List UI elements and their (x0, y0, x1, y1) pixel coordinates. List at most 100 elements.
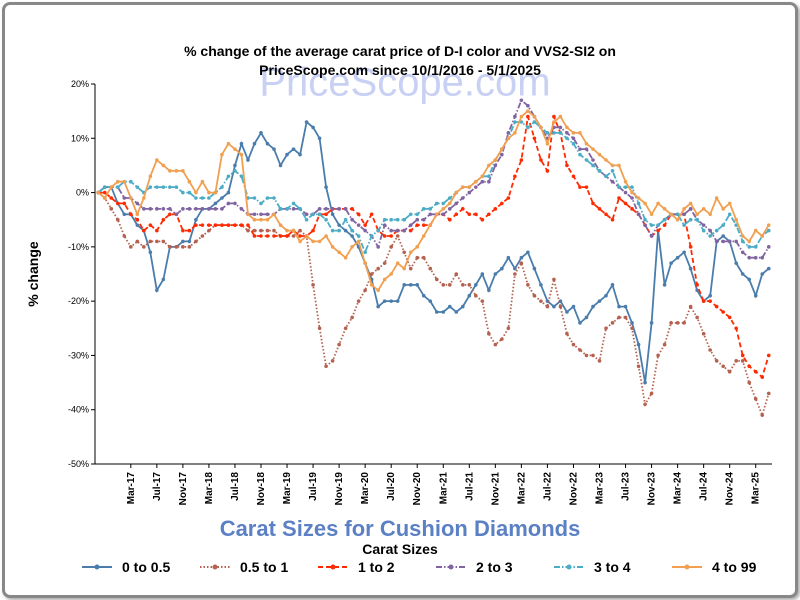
data-point (135, 239, 140, 244)
data-point (265, 234, 270, 238)
data-point (441, 201, 446, 206)
data-point (434, 310, 439, 314)
chart-title: % change of the average carat price of D… (184, 43, 616, 59)
data-point (330, 207, 335, 211)
data-point (552, 277, 556, 282)
data-point (350, 228, 354, 233)
x-tick-label: Jul-19 (308, 472, 319, 501)
data-point (265, 196, 270, 200)
data-point (434, 212, 439, 217)
data-point (591, 201, 595, 206)
data-point (688, 266, 693, 271)
data-point (207, 228, 211, 233)
data-point (610, 217, 615, 222)
data-point (304, 234, 309, 238)
data-point (474, 293, 478, 298)
data-point (643, 223, 647, 227)
data-point (115, 185, 120, 189)
x-tick-label: Nov-19 (334, 472, 345, 506)
data-point (181, 169, 185, 173)
data-point (565, 125, 569, 130)
data-point (337, 228, 341, 233)
data-point (246, 212, 250, 217)
data-point (298, 239, 302, 244)
data-point (252, 234, 257, 238)
data-point (695, 288, 699, 293)
data-point (682, 250, 686, 255)
data-point (226, 141, 231, 146)
data-point (122, 196, 127, 200)
data-point (740, 239, 745, 244)
data-point (571, 141, 576, 146)
data-point (402, 283, 407, 287)
data-point (155, 239, 159, 244)
data-point (356, 223, 361, 227)
data-point (324, 185, 328, 189)
data-point (571, 304, 576, 309)
data-point (187, 207, 192, 211)
data-point (474, 212, 478, 217)
data-point (369, 272, 374, 276)
data-point (682, 321, 686, 325)
data-point (740, 234, 745, 238)
data-point (584, 185, 589, 189)
watermark: PriceScope.com (259, 61, 550, 105)
data-point (630, 185, 634, 189)
data-point (252, 217, 257, 222)
data-point (259, 201, 263, 206)
data-point (682, 223, 686, 227)
data-point (545, 169, 550, 173)
data-point (675, 255, 680, 260)
data-point (649, 321, 654, 325)
data-point (714, 239, 719, 244)
data-point (630, 321, 634, 325)
data-point (363, 261, 367, 265)
x-tick-label: Mar-18 (204, 472, 215, 505)
data-point (727, 201, 732, 206)
data-point (291, 201, 296, 206)
data-point (591, 304, 595, 309)
y-tick-label: -30% (68, 350, 89, 360)
data-point (356, 299, 361, 303)
data-point (259, 234, 263, 238)
data-point (200, 196, 205, 200)
data-point (571, 174, 576, 179)
x-tick-label: Jul-24 (699, 472, 710, 501)
series-line (97, 120, 770, 383)
data-point (285, 228, 289, 233)
data-point (135, 217, 140, 222)
data-point (272, 196, 276, 200)
data-point (324, 364, 328, 369)
y-tick-label: -50% (68, 459, 89, 469)
data-point (597, 169, 602, 173)
data-point (395, 228, 400, 233)
x-tick-label: Mar-24 (673, 472, 684, 505)
data-point (389, 228, 393, 233)
data-point (168, 169, 172, 173)
data-point (675, 212, 680, 217)
x-tick-label: Nov-24 (725, 472, 736, 506)
data-point (454, 190, 459, 195)
data-point (545, 304, 550, 309)
data-point (552, 131, 556, 135)
data-point (493, 207, 498, 211)
data-point (747, 245, 752, 249)
x-tick-label: Mar-20 (360, 472, 371, 505)
data-point (467, 190, 472, 195)
data-point (740, 359, 745, 363)
data-point (708, 228, 712, 233)
data-point (311, 239, 315, 244)
data-point (272, 212, 276, 217)
data-point (643, 380, 647, 385)
data-point (395, 217, 400, 222)
data-point (519, 158, 524, 162)
legend-label: 1 to 2 (358, 559, 395, 575)
data-point (623, 315, 628, 320)
data-point (487, 174, 491, 179)
data-point (454, 272, 459, 276)
data-point (578, 131, 582, 135)
data-point (343, 228, 348, 233)
data-point (532, 136, 537, 141)
legend-label: 0 to 0.5 (122, 559, 170, 575)
